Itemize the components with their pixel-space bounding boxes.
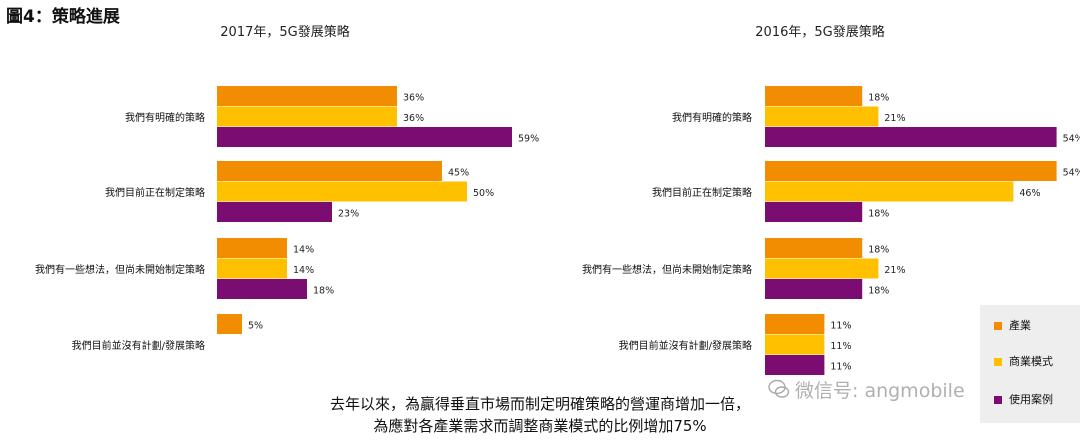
chart-2-bar-usecase-1	[765, 127, 1057, 147]
chart-1-bar-business-1	[217, 106, 397, 127]
chart-2-category-label-1: 我們有明確的策略	[672, 111, 752, 124]
chart-2-data-label-business-3: 21%	[884, 265, 905, 276]
chart-1-title: 2017年，5G發展策略	[220, 24, 349, 40]
legend-item-business: 商業模式	[994, 353, 1053, 369]
legend-swatch-usecase	[994, 396, 1002, 404]
legend-item-usecase: 使用案例	[994, 391, 1053, 407]
chart-2-data-label-usecase-1: 54%	[1063, 133, 1080, 144]
legend-swatch-business	[994, 358, 1002, 366]
chart-2-bar-usecase-4	[765, 355, 825, 375]
chart-2-data-label-industry-1: 18%	[868, 92, 889, 103]
chart-1-bar-industry-3	[217, 238, 287, 258]
chart-2-bar-industry-3	[765, 238, 863, 258]
chart-1-bar-usecase-1	[217, 127, 512, 147]
watermark: 微信号: angmobile	[795, 380, 965, 402]
chart-1-data-label-business-2: 50%	[473, 188, 494, 199]
chart-1-data-label-industry-3: 14%	[293, 244, 314, 255]
chart-1-data-label-usecase-1: 59%	[518, 133, 539, 144]
chart-2-bar-business-3	[765, 258, 879, 279]
legend-swatch-industry	[994, 322, 1002, 330]
chart-1-bar-industry-4	[217, 314, 242, 334]
chart-2-bar-industry-4	[765, 314, 825, 334]
chart-2-bar-business-4	[765, 334, 825, 355]
chart-1-category-label-3: 我們有一些想法，但尚未開始制定策略	[35, 263, 205, 276]
chart-2-bar-business-2	[765, 181, 1014, 202]
chart-2-data-label-industry-3: 18%	[868, 244, 889, 255]
legend-label-business: 商業模式	[1009, 355, 1053, 368]
chart-1-data-label-industry-1: 36%	[403, 92, 424, 103]
legend: 產業 商業模式 使用案例	[980, 305, 1080, 423]
chart-2-bar-usecase-2	[765, 202, 863, 222]
chart-2-data-label-usecase-3: 18%	[868, 285, 889, 296]
chart-1-bar-usecase-3	[217, 279, 307, 299]
chart-2-bar-industry-2	[765, 161, 1057, 181]
chart-2-title: 2016年，5G發展策略	[755, 24, 884, 40]
chart-1-bar-industry-1	[217, 86, 397, 106]
legend-item-industry: 產業	[994, 317, 1031, 333]
chart-2-data-label-business-4: 11%	[830, 341, 851, 352]
chart-2-category-label-2: 我們目前正在制定策略	[652, 186, 752, 199]
chart-1-data-label-usecase-2: 23%	[338, 208, 359, 219]
chart-1-category-label-1: 我們有明確的策略	[125, 111, 205, 124]
footer-line-1: 去年以來，為贏得垂直市場而制定明確策略的營運商增加一倍，	[329, 395, 750, 413]
chart-1-data-label-industry-2: 45%	[448, 167, 469, 178]
chart-2-data-label-usecase-2: 18%	[868, 208, 889, 219]
legend-label-industry: 產業	[1009, 319, 1031, 332]
chart-2-data-label-industry-2: 54%	[1063, 167, 1080, 178]
chart-1-bar-business-3	[217, 258, 287, 279]
chart-1-data-label-industry-4: 5%	[248, 320, 263, 331]
chart-2-category-label-4: 我們目前並沒有計劃/發展策略	[619, 339, 752, 352]
chart-1-bar-business-2	[217, 181, 467, 202]
chart-2-data-label-business-1: 21%	[884, 113, 905, 124]
chart-1-category-label-4: 我們目前並沒有計劃/發展策略	[72, 339, 205, 352]
legend-label-usecase: 使用案例	[1009, 393, 1053, 406]
chart-1-bar-industry-2	[217, 161, 442, 181]
chart-1-data-label-business-3: 14%	[293, 265, 314, 276]
chart-2-bar-usecase-3	[765, 279, 863, 299]
chart-1-bar-usecase-2	[217, 202, 332, 222]
chart-2-data-label-business-2: 46%	[1019, 188, 1040, 199]
chart-1-data-label-business-1: 36%	[403, 113, 424, 124]
chart-2-data-label-usecase-4: 11%	[830, 361, 851, 372]
figure-title: 圖4：策略進展	[6, 7, 120, 27]
chart-2-data-label-industry-4: 11%	[830, 320, 851, 331]
chart-1-category-label-2: 我們目前正在制定策略	[105, 186, 205, 199]
chart-2-bar-industry-1	[765, 86, 863, 106]
footer-line-2: 為應對各產業需求而調整商業模式的比例增加75%	[373, 417, 707, 435]
chart-2-category-label-3: 我們有一些想法，但尚未開始制定策略	[582, 263, 752, 276]
chart-1-data-label-usecase-3: 18%	[313, 285, 334, 296]
wechat-icon	[768, 379, 790, 398]
chart-2-bar-business-1	[765, 106, 879, 127]
